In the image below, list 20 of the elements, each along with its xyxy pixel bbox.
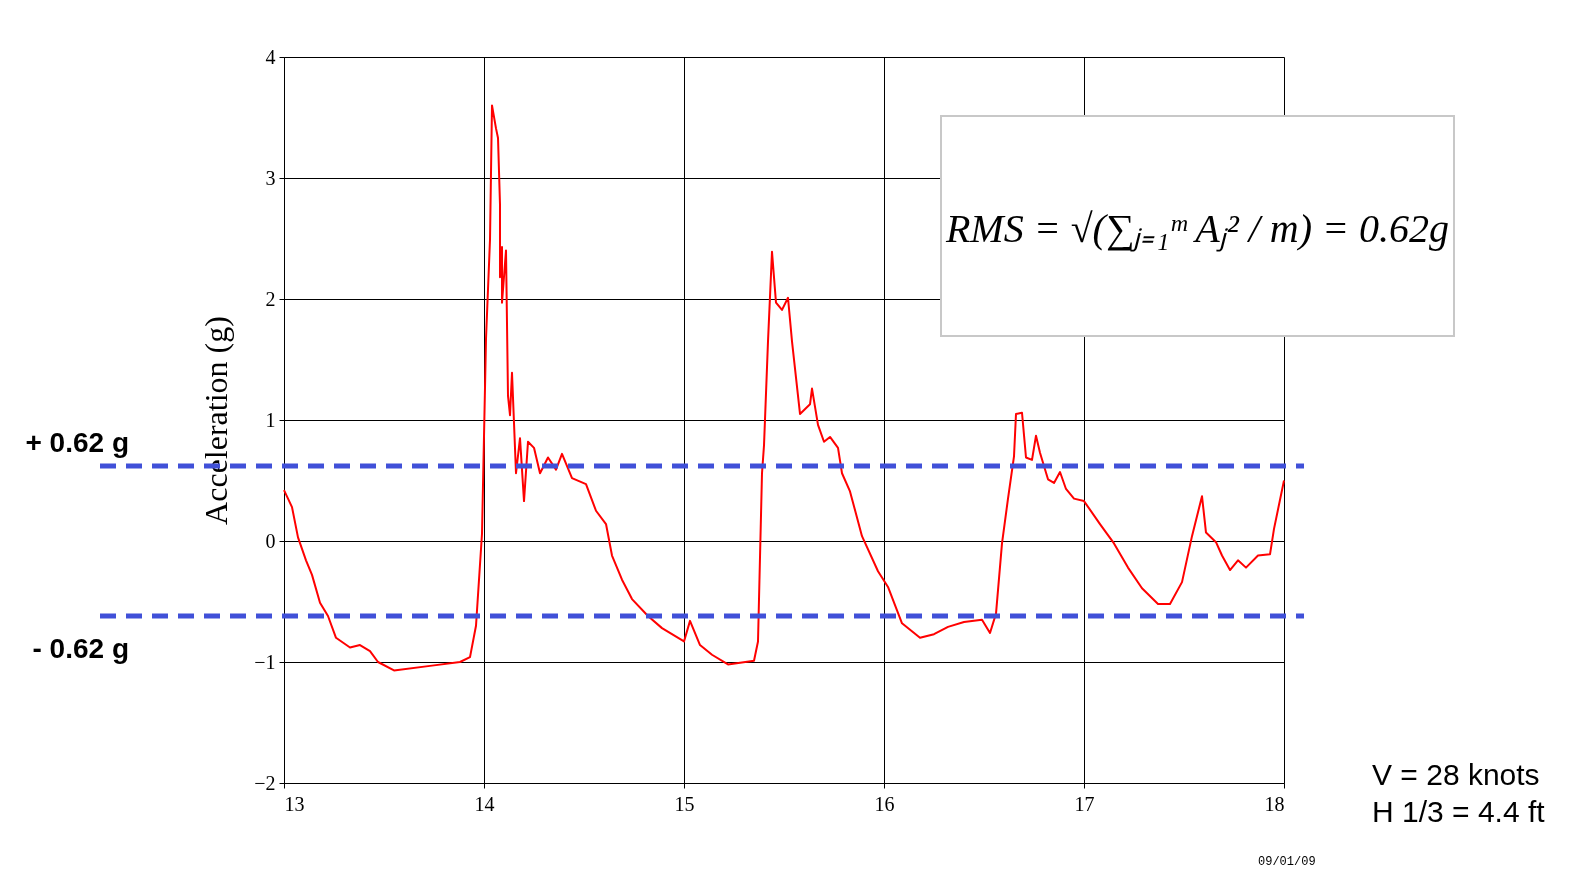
x-tick-label: 16 bbox=[874, 792, 895, 815]
formula-panel: RMS = √(∑ⱼ₌₁ᵐ Aⱼ² / m) = 0.62g bbox=[940, 115, 1455, 337]
y-tick-label: 4 bbox=[265, 45, 276, 68]
x-tick-label: 18 bbox=[1264, 792, 1285, 815]
text: 09/01/09 bbox=[1258, 855, 1316, 869]
y-tick-label: 1 bbox=[265, 408, 276, 431]
y-axis-title: Acceleration (g) bbox=[198, 316, 235, 525]
x-tick-label: 14 bbox=[474, 792, 495, 815]
text: H 1/3 = 4.4 ft bbox=[1372, 795, 1545, 829]
text: V = 28 knots bbox=[1372, 758, 1540, 792]
y-tick-label: 0 bbox=[265, 529, 276, 552]
x-tick-label: 13 bbox=[284, 792, 305, 815]
y-tick-label: 2 bbox=[265, 287, 276, 310]
x-tick-label: 17 bbox=[1074, 792, 1095, 815]
y-tick-label: −1 bbox=[254, 650, 276, 673]
x-tick-label: 15 bbox=[674, 792, 695, 815]
y-tick-label: 3 bbox=[265, 166, 276, 189]
y-tick-label: −2 bbox=[254, 771, 276, 794]
ref-line-label: - 0.62 g bbox=[32, 633, 129, 665]
ref-line-label: + 0.62 g bbox=[25, 426, 129, 458]
